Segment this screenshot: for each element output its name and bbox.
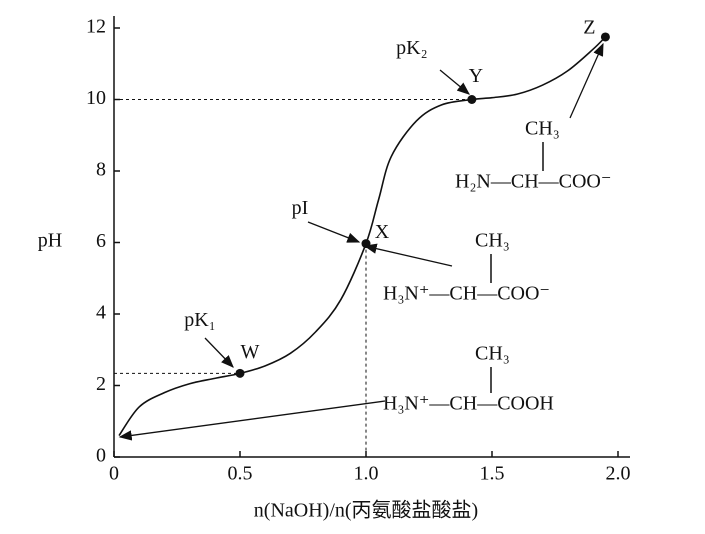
y-tick-label: 0	[96, 445, 106, 467]
arrow	[307, 221, 361, 243]
point-label: Y	[469, 65, 483, 87]
arrow	[118, 400, 386, 441]
arrow	[363, 243, 453, 267]
arrow	[204, 337, 234, 368]
point-label: Z	[583, 17, 595, 39]
y-axis-label: pH	[38, 230, 62, 252]
titration-curve	[118, 36, 606, 437]
y-tick-label: 12	[86, 16, 106, 38]
y-tick-label: 6	[96, 230, 106, 252]
point-note: pK₂	[396, 37, 427, 59]
x-tick-label: 2.0	[606, 463, 631, 485]
structure-formula: H₃N⁺—CH—COOH	[383, 393, 554, 415]
structure-methyl: CH₃	[525, 118, 560, 140]
structure-methyl: CH₃	[475, 343, 510, 365]
key-point	[600, 32, 610, 42]
point-note: pK₁	[184, 309, 215, 331]
key-point	[467, 95, 477, 104]
point-note: pI	[292, 197, 309, 219]
key-point	[235, 368, 245, 378]
point-label: W	[241, 341, 260, 363]
x-tick-label: 1.5	[480, 463, 505, 485]
x-tick-label: 1.0	[354, 463, 379, 485]
key-point	[361, 239, 371, 249]
x-axis-label: n(NaOH)/n(丙氨酸盐酸盐)	[254, 499, 478, 522]
x-tick-label: 0	[109, 463, 119, 485]
x-tick-label: 0.5	[228, 463, 253, 485]
y-tick-label: 4	[96, 302, 106, 324]
y-tick-label: 2	[96, 373, 106, 395]
point-label: X	[375, 221, 390, 243]
arrow	[439, 69, 471, 95]
structure-formula: H₃N⁺—CH—COO⁻	[383, 283, 550, 305]
y-tick-label: 10	[86, 87, 106, 109]
structure-methyl: CH₃	[475, 230, 510, 252]
y-tick-label: 8	[96, 159, 106, 181]
arrow	[569, 42, 604, 119]
structure-formula: H₂N—CH—COO⁻	[455, 171, 611, 193]
